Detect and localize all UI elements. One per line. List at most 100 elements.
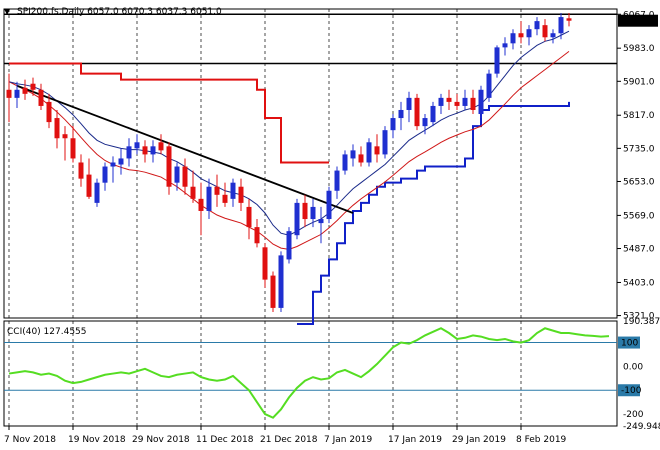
cci-line [8, 327, 610, 419]
candle [566, 13, 572, 27]
candle [294, 198, 300, 240]
candle [150, 140, 156, 163]
candle-body [382, 130, 388, 155]
candle-body [182, 166, 188, 187]
candle [366, 138, 372, 167]
candle-body [78, 162, 84, 179]
current-price-label: 6051.0 [621, 17, 653, 27]
y-tick-label: 5569.0 [623, 211, 655, 221]
candle-body [198, 198, 204, 211]
candle [86, 158, 92, 199]
candle [414, 93, 420, 131]
candle-body [438, 97, 444, 106]
candle [198, 182, 204, 236]
candle-body [294, 202, 300, 236]
candle [14, 81, 20, 108]
x-tick-label: 8 Feb 2019 [516, 435, 567, 445]
candle-body [6, 89, 12, 98]
x-tick-label: 11 Dec 2018 [196, 435, 254, 445]
candle-body [86, 174, 92, 197]
candle-body [62, 134, 68, 139]
candle-body [102, 166, 108, 183]
candle-body [118, 158, 124, 165]
candle [406, 91, 412, 123]
candle-body [366, 142, 372, 163]
candle [494, 45, 500, 78]
candle [374, 134, 380, 163]
candle-body [430, 105, 436, 123]
channel-upper-line [9, 62, 329, 164]
candle-body [150, 146, 156, 155]
candle-body [470, 97, 476, 110]
candle [190, 170, 196, 203]
candle [254, 219, 260, 248]
candle-body [262, 247, 268, 280]
candle [230, 178, 236, 207]
candle-body [22, 87, 28, 94]
x-tick-label: 29 Jan 2019 [452, 435, 506, 445]
y-tick-label: 5735.0 [623, 144, 655, 154]
y-tick-label: 5653.0 [623, 177, 655, 187]
y-tick-label: 5487.0 [623, 245, 655, 255]
candle-body [358, 154, 364, 163]
candle [174, 162, 180, 191]
candle-body [54, 118, 60, 139]
candle [158, 134, 164, 155]
candle [430, 101, 436, 127]
candle [166, 142, 172, 195]
candle-body [462, 97, 468, 106]
candle [54, 109, 60, 149]
candle-body [70, 138, 76, 159]
candle-body [350, 150, 356, 159]
candle [246, 198, 252, 240]
y-tick-label: 5321.0 [623, 312, 655, 322]
x-tick-label: 7 Jan 2019 [324, 435, 372, 445]
candle-body [246, 206, 252, 228]
candle-body [214, 186, 220, 195]
cci-title: CCI(40) 127.4555 [7, 327, 87, 337]
candle-body [342, 154, 348, 171]
candle [470, 89, 476, 115]
candle-body [38, 89, 44, 106]
dropdown-icon[interactable]: ▼ [4, 7, 11, 16]
cci-y-tick-label: -249.948 [623, 422, 660, 432]
candle [222, 182, 228, 207]
candle [302, 194, 308, 228]
cci-level-badge [618, 336, 640, 349]
candle [326, 186, 332, 224]
candle [278, 251, 284, 312]
candle-body [110, 162, 116, 167]
candle-body [158, 142, 164, 151]
candle-body [302, 202, 308, 220]
price-panel-frame [3, 8, 618, 319]
candle-body [14, 89, 20, 98]
candle-body [558, 17, 564, 34]
candle [478, 85, 484, 119]
candle [22, 79, 28, 100]
candle-body [494, 47, 500, 74]
y-tick-label: 5901.0 [623, 77, 655, 87]
candle [134, 134, 140, 155]
y-tick-label: 5983.0 [623, 44, 655, 54]
candle-body [30, 83, 36, 90]
candle [550, 29, 556, 44]
cci-level-badge [618, 384, 640, 397]
candle-body [126, 146, 132, 159]
candle [342, 150, 348, 175]
candle-body [534, 21, 540, 30]
candle [422, 114, 428, 135]
candle-body [94, 182, 100, 203]
candle [510, 29, 516, 50]
candle [446, 89, 452, 110]
candle-body [46, 101, 52, 123]
candle-body [374, 146, 380, 155]
candle [262, 243, 268, 288]
candle [454, 93, 460, 110]
price-channels [9, 62, 570, 326]
candle-body [174, 166, 180, 183]
candle [6, 73, 12, 123]
candle [70, 126, 76, 163]
candle-body [526, 29, 532, 38]
candle [30, 77, 36, 96]
candle [382, 126, 388, 159]
